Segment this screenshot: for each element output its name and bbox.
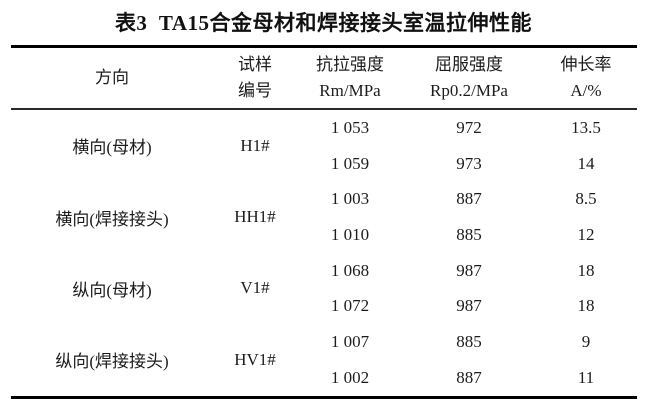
col-header-sample-line2: 编号 (238, 81, 272, 100)
col-header-tensile-line2: Rm/MPa (319, 81, 381, 100)
direction-cell: 纵向(焊接接头) (55, 352, 169, 372)
table-row: 1 059 973 14 (11, 146, 637, 182)
tensile-value: 1 002 (330, 367, 370, 387)
tensile-value: 1 010 (330, 224, 370, 244)
col-header-sample: 试样 编号 (213, 46, 297, 110)
elongation-value: 12 (577, 224, 595, 244)
col-header-yield-line2: Rp0.2/MPa (430, 81, 508, 100)
elongation-value: 9 (581, 331, 591, 351)
col-header-tensile-line1: 抗拉强度 (316, 55, 384, 74)
yield-value: 987 (456, 296, 482, 316)
tensile-value: 1 007 (330, 331, 370, 351)
table-row: 纵向(焊接接头) HV1# 1 007 885 9 (11, 324, 637, 371)
direction-cell: 横向(焊接接头) (55, 209, 169, 229)
yield-value: 972 (456, 117, 482, 137)
yield-value: 885 (456, 224, 482, 244)
header-row: 方向 试样 编号 抗拉强度 Rm/MPa 屈服强度 Rp0.2/MPa 伸长率 … (11, 46, 637, 110)
sample-id-cell: HH1# (234, 207, 276, 227)
col-header-sample-line1: 试样 (238, 55, 272, 74)
table-title: 表3 TA15合金母材和焊接接头室温拉伸性能 (114, 11, 533, 35)
col-header-elongation-line1: 伸长率 (560, 55, 612, 74)
col-header-yield-line1: 屈服强度 (435, 55, 503, 74)
yield-value: 987 (456, 260, 482, 280)
elongation-value: 13.5 (571, 117, 601, 137)
elongation-value: 18 (577, 260, 595, 280)
elongation-value: 14 (577, 153, 595, 173)
direction-cell: 横向(母材) (72, 138, 152, 158)
table-row: 1 002 887 11 (11, 360, 637, 397)
col-header-yield: 屈服强度 Rp0.2/MPa (403, 46, 535, 110)
sample-id-cell: HV1# (234, 349, 276, 369)
tensile-value: 1 053 (330, 117, 370, 137)
table-row: 1 010 885 12 (11, 217, 637, 253)
col-header-direction: 方向 (11, 46, 213, 110)
tensile-value: 1 072 (330, 296, 370, 316)
sample-id-cell: V1# (240, 278, 270, 298)
table-row: 横向(焊接接头) HH1# 1 003 887 8.5 (11, 181, 637, 228)
direction-cell: 纵向(母材) (72, 280, 152, 300)
elongation-value: 11 (577, 367, 595, 387)
sample-id-cell: H1# (240, 135, 270, 155)
tensile-properties-table: 方向 试样 编号 抗拉强度 Rm/MPa 屈服强度 Rp0.2/MPa 伸长率 … (11, 45, 637, 399)
yield-value: 885 (456, 331, 482, 351)
table-row: 纵向(母材) V1# 1 068 987 18 (11, 253, 637, 300)
elongation-value: 8.5 (575, 189, 597, 209)
elongation-value: 18 (577, 296, 595, 316)
tensile-value: 1 059 (330, 153, 370, 173)
yield-value: 973 (456, 153, 482, 173)
yield-value: 887 (456, 189, 482, 209)
col-header-direction-label: 方向 (95, 68, 129, 87)
yield-value: 887 (456, 367, 482, 387)
table-row: 1 072 987 18 (11, 288, 637, 324)
col-header-tensile: 抗拉强度 Rm/MPa (297, 46, 403, 110)
col-header-elongation-line2: A/% (570, 81, 602, 100)
tensile-value: 1 003 (330, 189, 370, 209)
col-header-elongation: 伸长率 A/% (535, 46, 637, 110)
tensile-value: 1 068 (330, 260, 370, 280)
table-row: 横向(母材) H1# 1 053 972 13.5 (11, 109, 637, 157)
